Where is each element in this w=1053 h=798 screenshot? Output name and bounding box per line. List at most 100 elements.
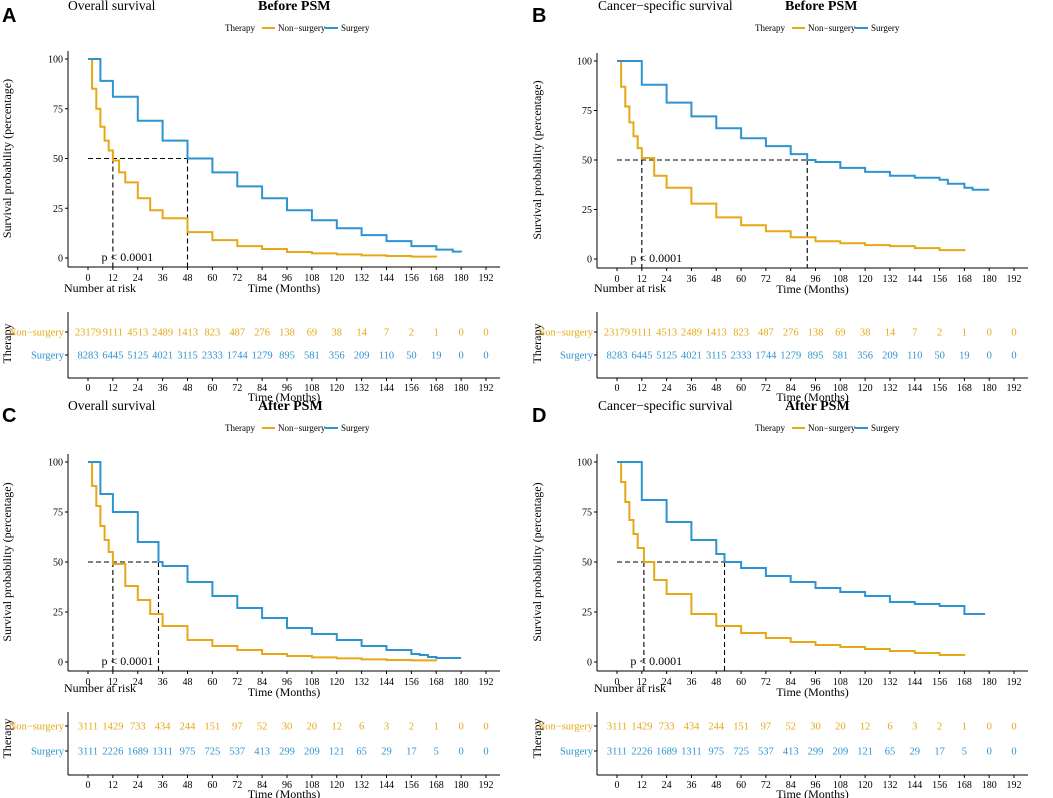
risk-x-tick-label: 132 — [882, 383, 897, 394]
risk-cell: 14 — [356, 328, 367, 339]
risk-cell: 3111 — [607, 722, 627, 733]
risk-x-tick-label: 192 — [1007, 383, 1022, 394]
risk-x-tick-label: 48 — [711, 383, 721, 394]
y-tick-label: 100 — [48, 55, 63, 66]
x-axis-label: Time (Months) — [248, 281, 321, 295]
y-tick-label: 0 — [58, 658, 63, 669]
x-tick-label: 36 — [686, 274, 696, 285]
risk-cell: 537 — [229, 747, 245, 758]
risk-cell: 209 — [304, 747, 320, 758]
risk-y-axis-title: Therapy — [530, 324, 544, 364]
legend-label-surgery: Surgery — [871, 23, 900, 33]
risk-cell: 0 — [987, 328, 992, 339]
risk-row-label-non-surgery: Non−surgery — [538, 722, 594, 733]
risk-cell: 3115 — [706, 351, 727, 362]
y-axis-label: Survival probability (percentage) — [0, 482, 14, 641]
risk-x-tick-label: 132 — [354, 383, 369, 394]
x-tick-label: 168 — [429, 677, 444, 688]
risk-x-tick-label: 156 — [932, 383, 947, 394]
curve-surgery — [88, 461, 462, 659]
risk-cell: 138 — [279, 328, 295, 339]
x-tick-label: 12 — [108, 273, 118, 284]
risk-cell: 2489 — [152, 328, 173, 339]
risk-cell: 6445 — [631, 351, 652, 362]
risk-cell: 1429 — [102, 722, 123, 733]
legend-label-non-surgery: Non−surgery — [808, 23, 856, 33]
panel-subtitle: After PSM — [785, 399, 850, 414]
legend-label-surgery: Surgery — [341, 23, 370, 33]
y-tick-label: 50 — [53, 154, 63, 165]
x-tick-label: 144 — [379, 273, 394, 284]
x-tick-label: 144 — [907, 274, 922, 285]
risk-cell: 0 — [1011, 747, 1016, 758]
x-tick-label: 168 — [429, 273, 444, 284]
risk-cell: 276 — [254, 328, 270, 339]
risk-row-label-surgery: Surgery — [31, 351, 65, 362]
y-tick-label: 75 — [53, 104, 63, 115]
risk-cell: 0 — [1011, 351, 1016, 362]
curve-surgery — [88, 58, 463, 253]
x-tick-label: 96 — [282, 273, 292, 284]
curve-non-surgery — [88, 461, 438, 662]
curve-non-surgery — [617, 461, 966, 656]
risk-cell: 8283 — [607, 351, 628, 362]
risk-x-tick-label: 120 — [329, 780, 344, 791]
risk-cell: 209 — [832, 747, 848, 758]
risk-cell: 1 — [962, 722, 967, 733]
risk-x-tick-label: 24 — [133, 383, 143, 394]
risk-cell: 23179 — [604, 328, 630, 339]
risk-cell: 151 — [733, 722, 749, 733]
risk-cell: 7 — [384, 328, 389, 339]
risk-cell: 1 — [962, 328, 967, 339]
risk-cell: 0 — [483, 747, 488, 758]
y-tick-label: 0 — [58, 254, 63, 265]
x-tick-label: 120 — [858, 274, 873, 285]
risk-row-label-non-surgery: Non−surgery — [9, 722, 65, 733]
risk-cell: 30 — [282, 722, 293, 733]
risk-cell: 244 — [180, 722, 197, 733]
risk-x-tick-label: 180 — [982, 383, 997, 394]
risk-cell: 38 — [860, 328, 871, 339]
risk-cell: 151 — [205, 722, 221, 733]
risk-cell: 1311 — [152, 747, 173, 758]
risk-x-tick-label: 192 — [479, 383, 494, 394]
x-axis-label: Time (Months) — [776, 282, 849, 296]
x-tick-label: 36 — [158, 273, 168, 284]
curve-surgery — [617, 461, 986, 615]
x-tick-label: 132 — [354, 677, 369, 688]
x-tick-label: 12 — [637, 274, 647, 285]
risk-cell: 50 — [934, 351, 945, 362]
risk-x-tick-label: 36 — [686, 383, 696, 394]
risk-x-tick-label: 120 — [858, 383, 873, 394]
risk-table-title: Number at risk — [64, 281, 136, 295]
y-tick-label: 25 — [53, 204, 63, 215]
risk-x-tick-label: 180 — [454, 780, 469, 791]
risk-cell: 975 — [708, 747, 724, 758]
risk-cell: 4021 — [152, 351, 173, 362]
risk-cell: 5 — [434, 747, 439, 758]
panel-title: Overall survival — [68, 0, 156, 13]
y-tick-label: 75 — [582, 106, 592, 117]
risk-cell: 0 — [483, 351, 488, 362]
risk-cell: 1689 — [656, 747, 677, 758]
risk-cell: 17 — [934, 747, 945, 758]
risk-cell: 4513 — [656, 328, 677, 339]
x-tick-label: 96 — [282, 677, 292, 688]
risk-cell: 1744 — [227, 351, 249, 362]
risk-cell: 19 — [431, 351, 442, 362]
risk-cell: 23179 — [75, 328, 101, 339]
risk-x-tick-label: 24 — [662, 383, 672, 394]
risk-x-tick-label: 132 — [882, 780, 897, 791]
risk-cell: 356 — [857, 351, 873, 362]
risk-x-tick-label: 12 — [637, 383, 647, 394]
legend-label-surgery: Surgery — [341, 423, 370, 433]
risk-x-tick-label: 96 — [282, 383, 292, 394]
risk-x-tick-label: 0 — [86, 383, 91, 394]
risk-cell: 20 — [307, 722, 318, 733]
x-tick-label: 168 — [957, 274, 972, 285]
risk-x-tick-label: 24 — [662, 780, 672, 791]
risk-cell: 1 — [434, 722, 439, 733]
p-value: p < 0.0001 — [630, 251, 682, 265]
x-tick-label: 132 — [882, 677, 897, 688]
